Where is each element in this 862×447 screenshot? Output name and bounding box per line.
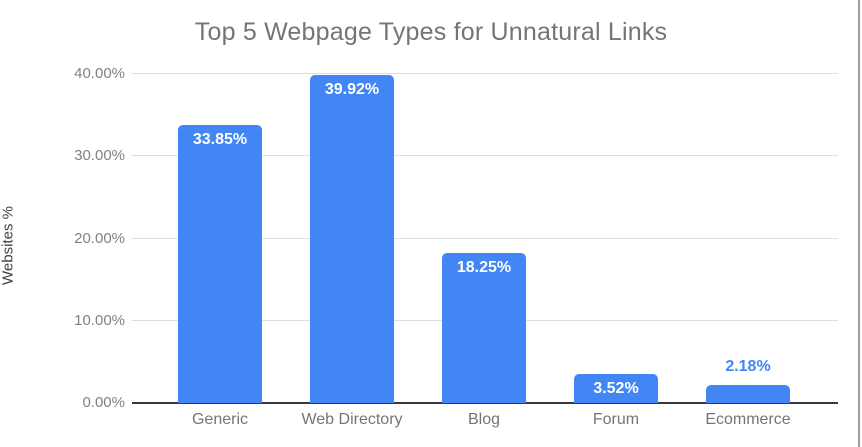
x-axis-category-label: Web Directory [301,411,403,428]
gridline [132,155,838,157]
y-axis-tick-label: 30.00% [74,147,125,165]
gridline [132,73,838,74]
bar-value-label: 2.18% [725,358,771,376]
y-axis-tick-label: 20.00% [74,229,125,247]
gridline [132,237,838,239]
bar-value-label: 18.25% [456,258,512,276]
x-axis-category-label: Generic [191,411,249,428]
bar-ecommerce[interactable] [706,385,790,403]
x-axis-baseline [132,402,838,404]
bar-forum[interactable] [574,374,658,403]
y-axis-tick-label: 40.00% [74,65,125,82]
plot-area: 33.85% 39.92% 18.25% 3.52% 2.18% [132,73,838,404]
bar-web-directory[interactable] [310,74,394,403]
window-edge [858,0,860,447]
bar-blog[interactable] [442,252,526,403]
chart-title: Top 5 Webpage Types for Unnatural Links [194,18,668,46]
bar-value-label: 3.52% [593,380,639,398]
x-axis-category-label: Blog [467,411,501,428]
x-axis-category-label: Forum [592,411,640,428]
bar-value-label: 33.85% [192,130,248,148]
bar-generic[interactable] [178,124,262,403]
y-axis-tick-label: 0.00% [82,394,125,411]
bar-value-label: 39.92% [324,80,380,98]
y-axis-tick-label: 10.00% [74,311,125,329]
x-axis-category-label: Ecommerce [705,411,791,428]
